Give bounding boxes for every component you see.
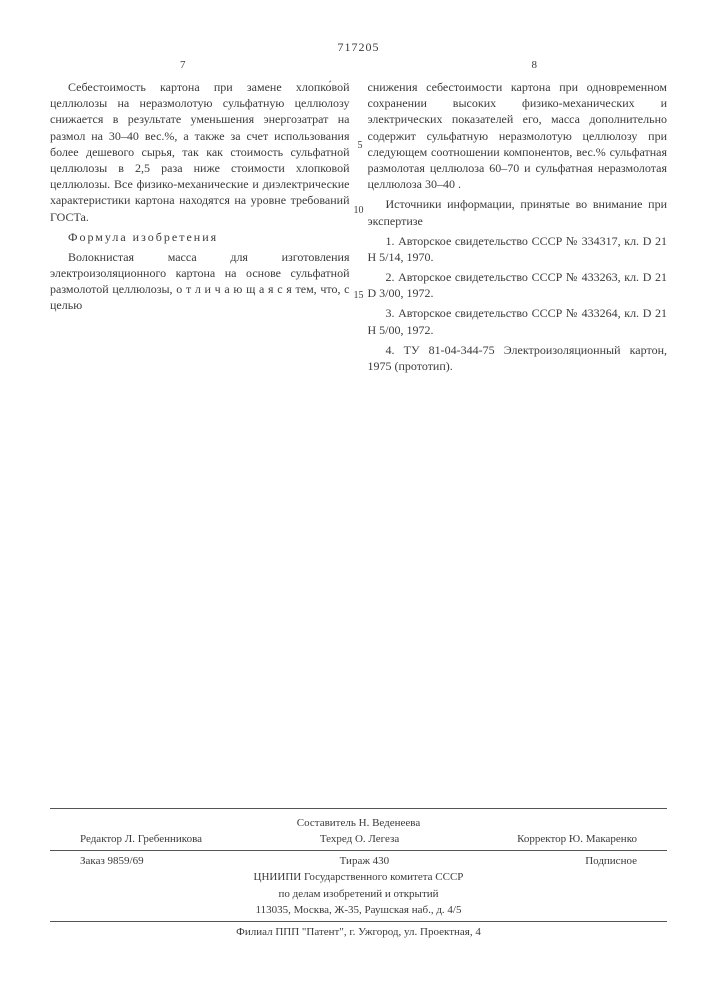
footer: Составитель Н. Веденеева Редактор Л. Гре… [50,808,667,941]
footer-order: Заказ 9859/69 [80,853,144,870]
line-number-5: 5 [358,139,363,153]
footer-tech: Техред О. Легеза [320,831,399,848]
page-num-right: 8 [532,59,538,71]
footer-org2: по делам изобретений и открытий [50,886,667,903]
left-para-1: Себестоимость картона при замене хлопко́… [50,79,350,225]
reference-4: 4. ТУ 81-04-344-75 Электроизоляционный к… [368,342,668,374]
line-number-10: 10 [354,204,364,218]
formula-title-text: Формула изобретения [68,230,218,244]
page-num-left: 7 [180,59,186,71]
patent-number: 717205 [50,40,667,55]
footer-branch: Филиал ППП "Патент", г. Ужгород, ул. Про… [50,924,667,941]
line-number-15: 15 [354,289,364,303]
sources-title: Источники информации, принятые во вниман… [368,196,668,228]
right-para-1: снижения себестоимости картона при однов… [368,79,668,192]
footer-tirage: Тираж 430 [340,853,390,870]
reference-2: 2. Авторское свидетельство СССР № 433263… [368,269,668,301]
footer-compiler: Составитель Н. Веденеева [50,815,667,832]
footer-subscription: Подписное [585,853,637,870]
left-para-2: Волокнистая масса для изготовления элект… [50,249,350,314]
right-column: 5 10 15 снижения себестоимости картона п… [368,79,668,378]
reference-3: 3. Авторское свидетельство СССР № 433264… [368,305,668,337]
reference-1: 1. Авторское свидетельство СССР № 334317… [368,233,668,265]
left-column: Себестоимость картона при замене хлопко́… [50,79,350,378]
footer-corrector: Корректор Ю. Макаренко [517,831,637,848]
formula-heading: Формула изобретения [50,229,350,245]
footer-org1: ЦНИИПИ Государственного комитета СССР [50,869,667,886]
footer-editor: Редактор Л. Гребенникова [80,831,202,848]
footer-address: 113035, Москва, Ж-35, Раушская наб., д. … [50,902,667,919]
